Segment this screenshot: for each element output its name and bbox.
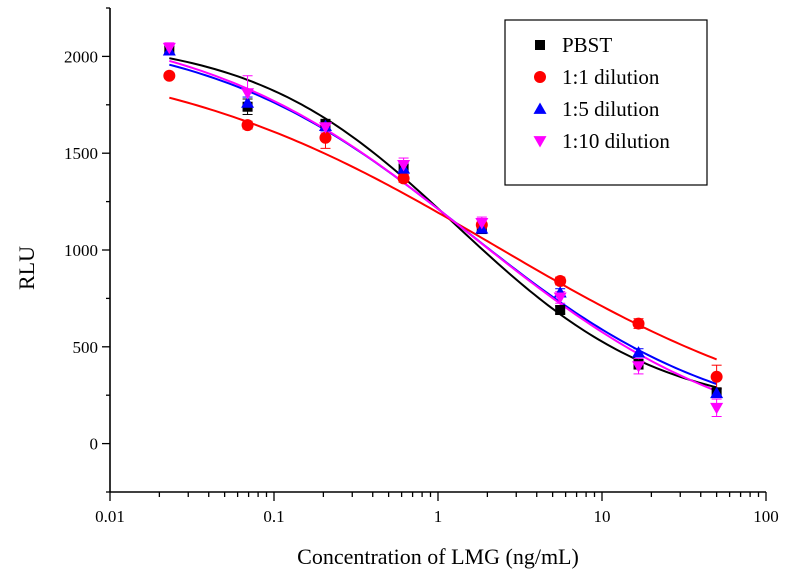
data-point-1-10-dilution (475, 218, 489, 230)
x-axis-title: Concentration of LMG (ng/mL) (297, 544, 579, 569)
fit-curves (169, 57, 717, 392)
data-point-pbst (555, 305, 566, 316)
y-tick-label: 0 (90, 435, 99, 454)
legend-label-1-10-dilution: 1:10 dilution (562, 129, 670, 153)
data-point-1-10-dilution (241, 88, 255, 100)
y-tick-label: 1000 (64, 241, 98, 260)
x-tick-label: 10 (594, 507, 611, 526)
data-point-1-1-dilution (710, 370, 723, 383)
fit-curve-1-10-dilution (169, 59, 717, 392)
data-point-1-1-dilution (241, 119, 254, 132)
data-point-1-10-dilution (710, 402, 724, 415)
legend-label-pbst: PBST (562, 33, 612, 57)
data-markers (162, 42, 724, 415)
data-point-1-10-dilution (397, 159, 411, 172)
data-point-1-5-dilution (632, 346, 646, 358)
data-point-1-1-dilution (632, 317, 645, 330)
data-point-1-10-dilution (318, 122, 332, 134)
legend-items: PBST 1:1 dilution 1:5 dilution 1:10 dilutio… (533, 33, 670, 153)
legend-marker-1-10-dilution (533, 136, 547, 148)
legend-marker-pbst (535, 40, 545, 50)
data-point-1-10-dilution (162, 42, 176, 55)
data-point-1-10-dilution (632, 361, 646, 373)
fit-curve-1-1-dilution (169, 96, 717, 361)
data-point-1-1-dilution (397, 172, 410, 185)
legend-label-1-5-dilution: 1:5 dilution (562, 97, 660, 121)
x-ticks: 0.01 0.1 1 10 100 (95, 492, 779, 526)
x-tick-label: 0.1 (263, 507, 284, 526)
data-point-1-1-dilution (554, 274, 567, 287)
x-tick-label: 100 (753, 507, 779, 526)
data-point-1-10-dilution (553, 292, 567, 304)
legend-marker-1-5-dilution (533, 102, 547, 114)
x-tick-label: 0.01 (95, 507, 125, 526)
data-point-1-5-dilution (241, 96, 255, 108)
y-ticks: 0 500 1000 1500 2000 (64, 7, 110, 493)
legend-marker-1-1-dilution (534, 71, 546, 83)
legend: PBST 1:1 dilution 1:5 dilution 1:10 dilutio… (504, 19, 708, 186)
data-point-1-5-dilution (710, 386, 724, 399)
legend-label-1-1-dilution: 1:1 dilution (562, 65, 660, 89)
y-tick-label: 2000 (64, 47, 98, 66)
y-axis-title: RLU (14, 246, 39, 290)
data-point-1-1-dilution (163, 69, 176, 82)
y-tick-label: 1500 (64, 144, 98, 163)
x-tick-label: 1 (434, 507, 443, 526)
y-tick-label: 500 (73, 338, 99, 357)
data-point-1-1-dilution (319, 131, 332, 144)
